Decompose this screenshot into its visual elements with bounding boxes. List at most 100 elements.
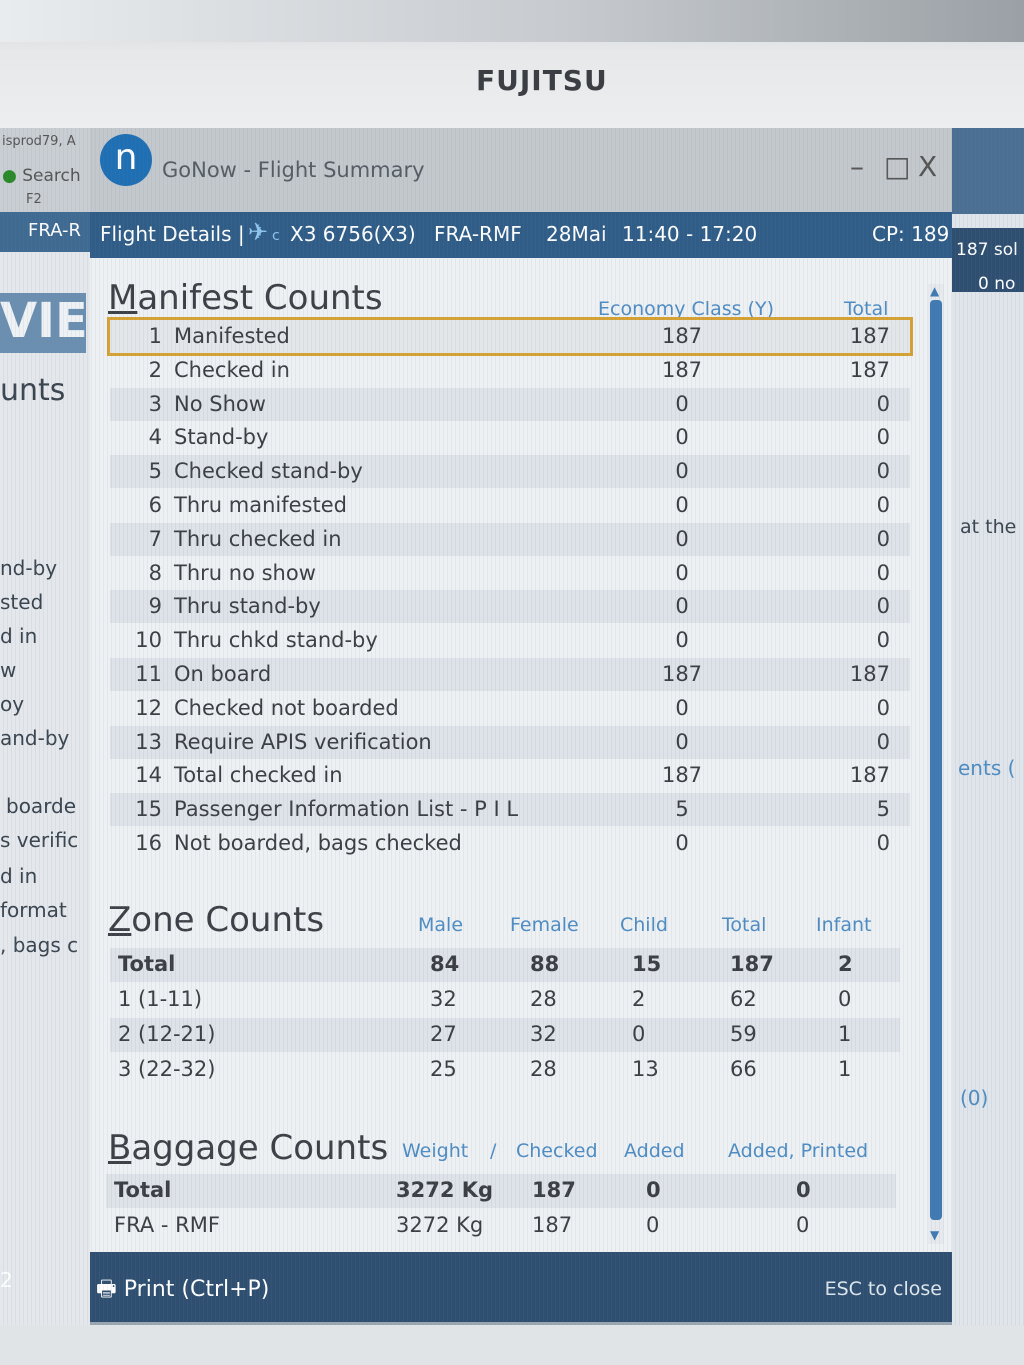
- col-added: Added: [624, 1140, 685, 1162]
- bg-left-line: w: [0, 658, 17, 682]
- minimize-button[interactable]: –: [850, 150, 864, 183]
- screen: isprod79, A ● Search F2 FRA-R VIE unts n…: [0, 128, 1024, 1326]
- scroll-up-icon[interactable]: ▲: [930, 284, 940, 298]
- flight-details-label: Flight Details |: [100, 222, 245, 246]
- col-total: Total: [844, 298, 889, 320]
- flight-time: 11:40 - 17:20: [622, 222, 758, 246]
- col-weight: Weight: [402, 1140, 469, 1162]
- bg-left-banner: VIE: [0, 293, 88, 353]
- manifest-cell-y: 0: [675, 594, 689, 619]
- manifest-row[interactable]: 14 Total checked in 187 187: [110, 759, 910, 792]
- manifest-row[interactable]: 1 Manifested 187 187: [107, 317, 913, 356]
- manifest-row[interactable]: 12 Checked not boarded 0 0: [110, 692, 910, 725]
- manifest-cell-label: On board: [174, 662, 272, 686]
- window-titlebar: n GoNow - Flight Summary – □ X: [90, 128, 952, 212]
- manifest-row[interactable]: 8 Thru no show 0 0: [110, 557, 910, 590]
- maximize-button[interactable]: □: [884, 150, 911, 183]
- manifest-cell-total: 0: [876, 695, 890, 720]
- manifest-row[interactable]: 13 Require APIS verification 0 0: [110, 725, 910, 759]
- baggage-row[interactable]: Total 3272 Kg 187 0 0: [106, 1174, 896, 1208]
- zone-cell-total: 62: [730, 987, 757, 1011]
- scroll-down-icon[interactable]: ▼: [930, 1228, 940, 1242]
- zone-cell-male: 32: [430, 987, 457, 1011]
- ceiling-background: [0, 0, 1024, 42]
- airline-icon: ✈: [248, 218, 269, 246]
- col-male: Male: [418, 914, 464, 936]
- monitor-bezel: FUJITSU: [0, 0, 1024, 130]
- manifest-cell-label: Checked in: [174, 357, 290, 382]
- zone-row[interactable]: 2 (12-21) 27 32 0 59 1: [110, 1018, 900, 1052]
- manifest-cell-y: 187: [661, 763, 703, 788]
- flight-details-header: Flight Details | ✈ c X3 6756(X3) FRA-RMF…: [90, 212, 952, 258]
- baggage-cell-added: 0: [646, 1213, 660, 1237]
- manifest-cell-label: Not boarded, bags checked: [174, 831, 462, 855]
- flight-number: X3 6756(X3): [290, 222, 416, 246]
- manifest-row[interactable]: 15 Passenger Information List - P I L 5 5: [110, 793, 910, 827]
- col-economy: Economy Class (Y): [598, 298, 774, 320]
- manifest-cell-label: Checked stand-by: [174, 459, 363, 484]
- baggage-row[interactable]: FRA - RMF 3272 Kg 187 0 0: [106, 1209, 896, 1243]
- manifest-cell-total: 0: [876, 831, 890, 855]
- manifest-cell-n: 1: [148, 324, 162, 348]
- manifest-row[interactable]: 2 Checked in 187 187: [110, 354, 910, 387]
- zone-cell-label: 2 (12-21): [118, 1022, 216, 1046]
- manifest-cell-y: 0: [675, 493, 689, 517]
- manifest-cell-y: 0: [675, 560, 689, 585]
- manifest-row[interactable]: 6 Thru manifested 0 0: [110, 489, 910, 522]
- bg-left-line: isprod79, A: [2, 134, 76, 149]
- zone-row[interactable]: Total 84 88 15 187 2: [110, 948, 900, 982]
- baggage-title-rest: aggage Counts: [131, 1128, 389, 1168]
- bg-left-heading: unts: [0, 373, 66, 408]
- manifest-row[interactable]: 11 On board 187 187: [110, 658, 910, 691]
- manifest-cell-label: No Show: [174, 391, 266, 416]
- manifest-row[interactable]: 7 Thru checked in 0 0: [110, 522, 910, 556]
- manifest-cell-y: 0: [675, 391, 689, 416]
- zone-row[interactable]: 3 (22-32) 25 28 13 66 1: [110, 1053, 900, 1087]
- manifest-cell-y: 187: [661, 357, 703, 382]
- manifest-cell-total: 0: [876, 493, 890, 517]
- manifest-cell-n: 14: [135, 763, 162, 788]
- manifest-cell-label: Passenger Information List - P I L: [174, 797, 519, 822]
- baggage-title-mnemonic: B: [108, 1128, 132, 1168]
- zone-row[interactable]: 1 (1-11) 32 28 2 62 0: [110, 983, 900, 1017]
- manifest-cell-n: 5: [148, 459, 162, 484]
- manifest-cell-label: Thru chkd stand-by: [174, 628, 378, 653]
- bg-left-line: F2: [26, 192, 42, 207]
- manifest-cell-label: Require APIS verification: [174, 729, 432, 754]
- zone-cell-child: 2: [632, 987, 646, 1011]
- bg-left-search[interactable]: ● Search: [2, 166, 81, 186]
- bg-left-line: and-by: [0, 726, 70, 750]
- baggage-cell-added_printed: 0: [796, 1213, 810, 1237]
- scrollbar-thumb[interactable]: [930, 300, 942, 1220]
- bg-left-line: oy: [0, 692, 25, 716]
- baggage-cell-added: 0: [646, 1178, 661, 1202]
- bg-left-tab[interactable]: FRA-R: [0, 212, 90, 252]
- bg-left-line: nd-by: [0, 556, 58, 580]
- manifest-row[interactable]: 4 Stand-by 0 0: [110, 421, 910, 454]
- bg-left-line: , bags c: [0, 933, 79, 957]
- zone-cell-infant: 1: [838, 1022, 852, 1046]
- manifest-row[interactable]: 16 Not boarded, bags checked 0 0: [110, 827, 910, 860]
- zone-cell-infant: 1: [838, 1057, 852, 1081]
- manifest-row[interactable]: 5 Checked stand-by 0 0: [110, 455, 910, 489]
- baggage-cell-label: FRA - RMF: [114, 1213, 220, 1237]
- manifest-cell-n: 6: [148, 493, 162, 517]
- zone-cell-female: 88: [530, 952, 560, 976]
- manifest-cell-y: 0: [675, 831, 689, 855]
- manifest-cell-n: 2: [148, 357, 162, 382]
- zone-cell-infant: 2: [838, 952, 853, 976]
- col-zone-total: Total: [722, 914, 767, 936]
- vertical-scrollbar[interactable]: ▲ ▼: [928, 284, 944, 1244]
- background-app-left: isprod79, A ● Search F2 FRA-R VIE unts n…: [0, 128, 90, 1326]
- bg-left-line: s verific: [0, 828, 79, 852]
- print-button[interactable]: 🖶 Print (Ctrl+P): [96, 1272, 269, 1310]
- manifest-cell-total: 187: [849, 662, 890, 686]
- col-female: Female: [510, 914, 579, 936]
- manifest-row[interactable]: 9 Thru stand-by 0 0: [110, 590, 910, 624]
- manifest-row[interactable]: 10 Thru chkd stand-by 0 0: [110, 624, 910, 657]
- close-button[interactable]: X: [918, 150, 938, 183]
- manifest-cell-n: 9: [148, 594, 162, 619]
- manifest-cell-n: 8: [148, 560, 162, 585]
- manifest-row[interactable]: 3 No Show 0 0: [110, 387, 910, 421]
- zone-cell-female: 28: [530, 987, 557, 1011]
